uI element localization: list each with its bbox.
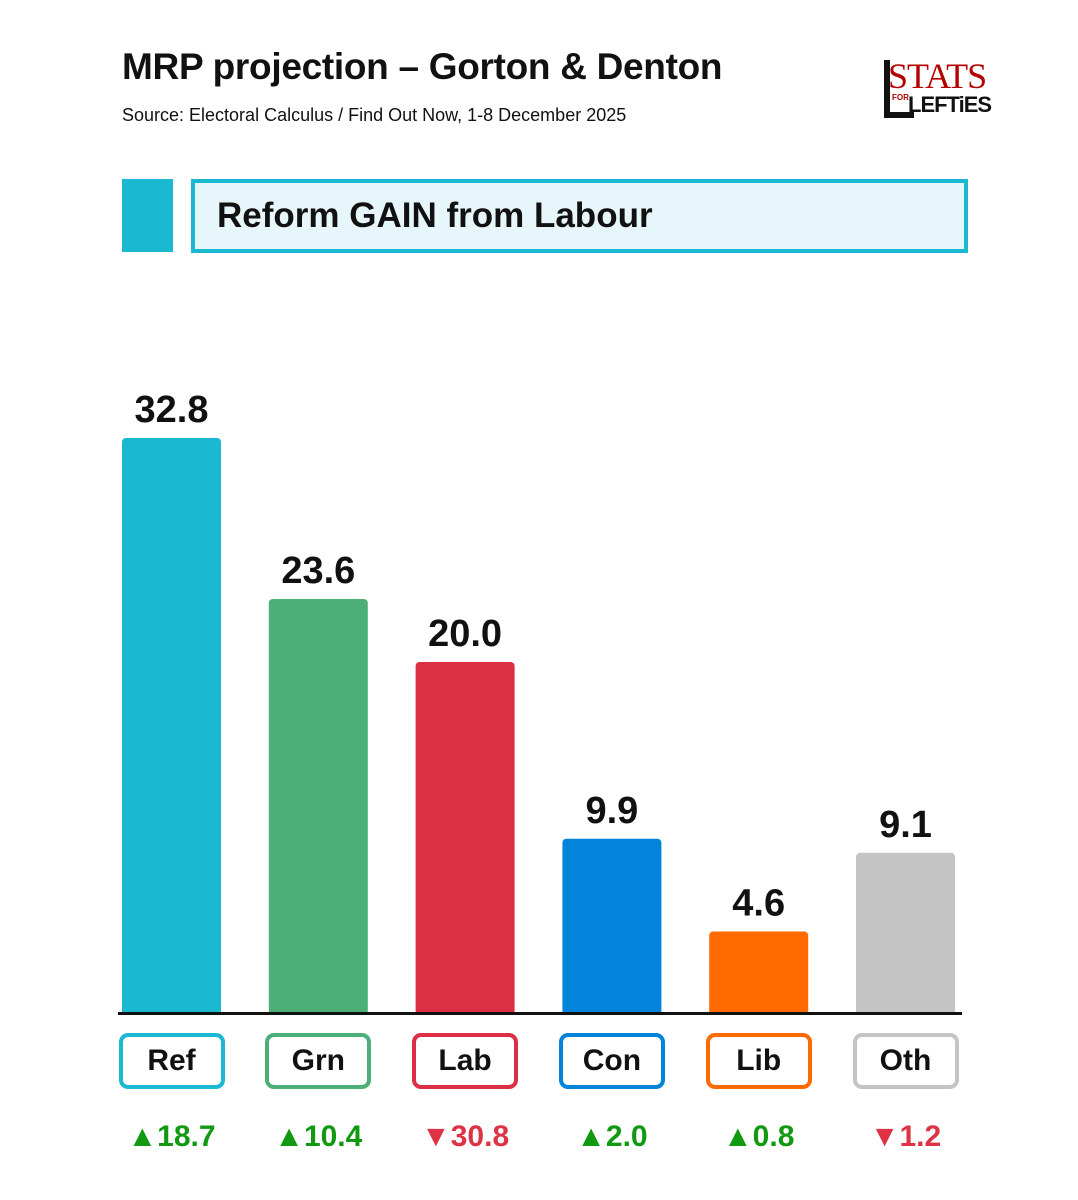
logo-bar-foot	[884, 112, 914, 118]
stats-for-lefties-logo: STATS FOR LEFTiES	[884, 58, 992, 120]
bar-lib	[709, 931, 809, 1015]
change-label-con: ▲2.0	[576, 1120, 648, 1153]
value-label-con: 9.9	[585, 790, 638, 832]
result-banner-text: Reform GAIN from Labour	[217, 196, 653, 235]
bar-lab	[415, 662, 515, 1015]
party-label-lib: Lib	[705, 1033, 812, 1089]
value-label-ref: 32.8	[135, 389, 209, 431]
value-label-oth: 9.1	[879, 804, 932, 846]
logo-for-text: FOR	[892, 93, 909, 102]
value-label-grn: 23.6	[281, 550, 355, 592]
value-label-lib: 4.6	[732, 883, 785, 925]
logo-lefties-text: LEFTiES	[908, 92, 992, 117]
change-label-oth: ▼1.2	[869, 1120, 942, 1153]
party-label-con: Con	[558, 1033, 665, 1089]
bar-con	[562, 838, 662, 1015]
chart-title: MRP projection – Gorton & Denton	[122, 46, 723, 87]
chart-source: Source: Electoral Calculus / Find Out No…	[122, 105, 627, 125]
logo-bar	[884, 60, 890, 118]
change-label-lab: ▼30.8	[421, 1120, 510, 1153]
change-label-ref: ▲18.7	[127, 1120, 216, 1153]
party-label-lab: Lab	[412, 1033, 519, 1089]
change-label-lib: ▲0.8	[722, 1120, 795, 1153]
party-label-grn: Grn	[265, 1033, 372, 1089]
bar-oth	[856, 852, 955, 1015]
party-label-oth: Oth	[852, 1033, 959, 1089]
value-label-lab: 20.0	[428, 613, 502, 655]
bar-grn	[268, 599, 368, 1015]
banner-accent-square	[122, 179, 173, 252]
party-label-ref: Ref	[118, 1033, 225, 1089]
change-label-grn: ▲10.4	[274, 1120, 363, 1153]
logo-stats-text: STATS	[888, 56, 987, 96]
bar-ref	[122, 438, 221, 1015]
result-banner: Reform GAIN from Labour	[191, 179, 968, 253]
